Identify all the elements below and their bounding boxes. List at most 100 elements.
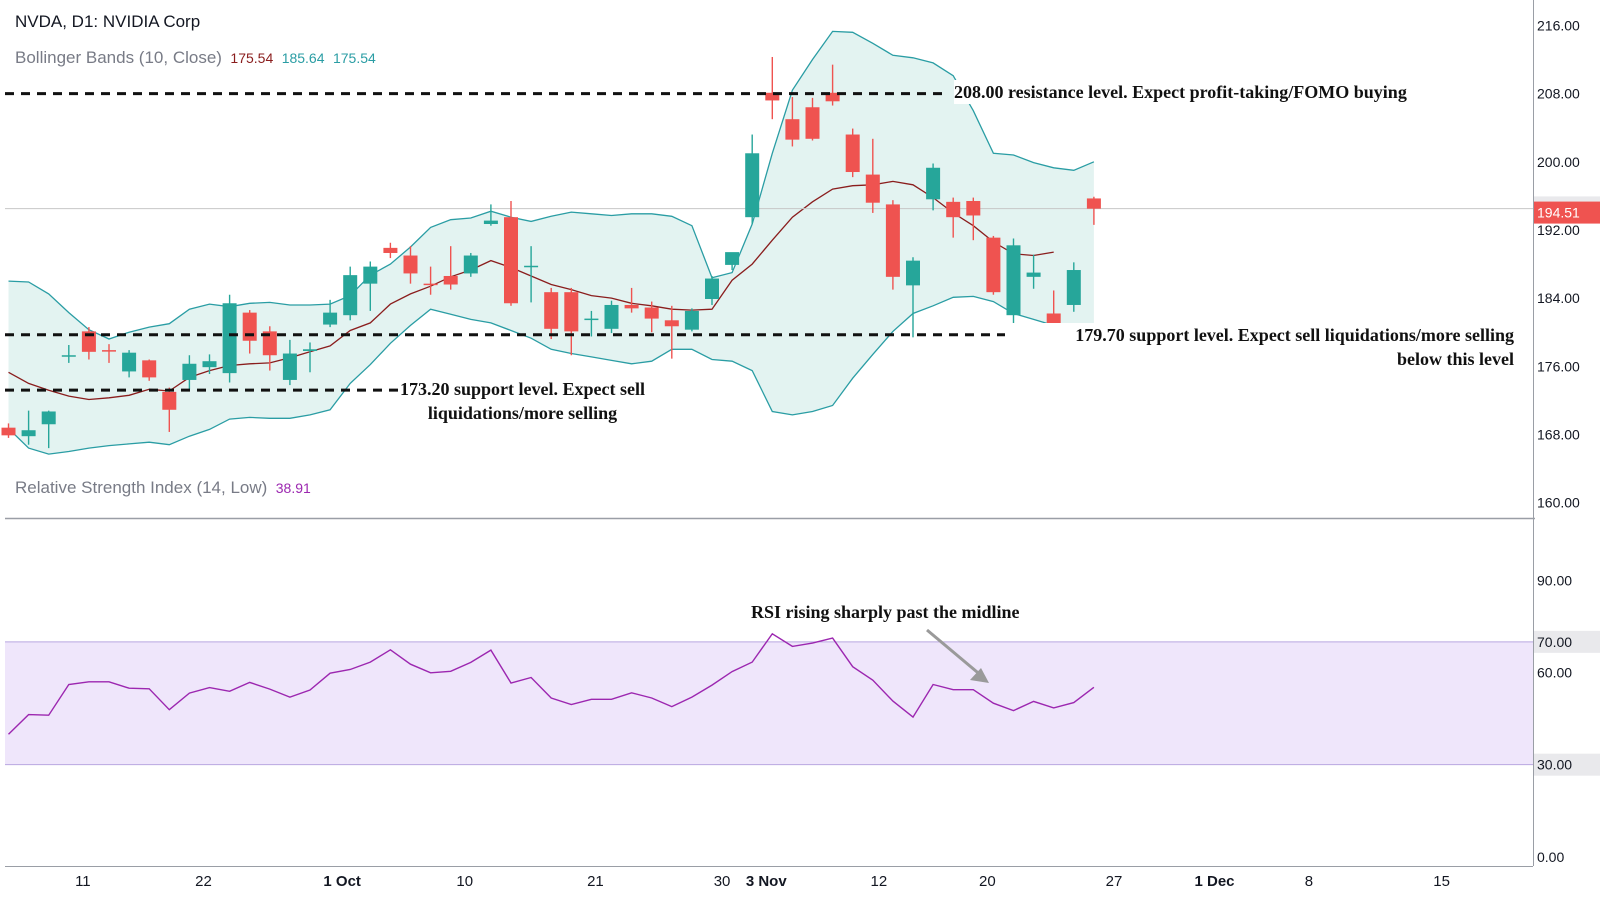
candle-body — [604, 304, 619, 329]
candle-2025-10-21 — [584, 310, 599, 337]
candle-2025-11-21 — [1046, 290, 1061, 328]
x-tick-label: 1 Dec — [1194, 873, 1234, 890]
candle-body — [765, 92, 780, 101]
x-axis[interactable]: 11 22 1 Oct 10 21 30 3 Nov 12 20 27 1 Dec 8 15 — [75, 873, 1450, 890]
candle-2025-10-22 — [604, 300, 619, 334]
candle-2025-09-22 — [202, 354, 217, 374]
last-price-label: 194.51 — [1537, 205, 1580, 221]
candle-body — [946, 201, 961, 218]
candle-2025-10-30 — [725, 252, 740, 271]
price-tick-label: 216.00 — [1537, 17, 1580, 33]
candle-body — [906, 260, 920, 286]
price-tick-label: 208.00 — [1537, 86, 1580, 102]
candle-body — [102, 350, 116, 352]
x-tick-label: 11 — [75, 873, 91, 890]
candle-2025-10-17 — [544, 287, 559, 340]
candle-body — [142, 360, 157, 378]
candle-body — [524, 265, 539, 268]
candle-body — [684, 310, 699, 330]
rsi-tick-label: 90.00 — [1537, 572, 1572, 588]
x-tick-label: 21 — [587, 873, 604, 890]
candle-2025-10-10 — [483, 204, 498, 226]
candle-body — [202, 361, 217, 368]
x-tick-label: 20 — [979, 873, 996, 890]
candle-body — [1006, 245, 1021, 316]
rsi-legend-label: Relative Strength Index (14, Low) — [15, 478, 268, 497]
candle-body — [383, 247, 398, 253]
last-price-badge — [1534, 201, 1600, 224]
candle-2025-09-16 — [122, 350, 137, 378]
price-tick-label: 200.00 — [1537, 154, 1580, 170]
candle-2025-11-18 — [986, 235, 1001, 295]
rsi-line — [8, 632, 1095, 735]
candle-2025-11-12 — [906, 257, 920, 338]
candle-body — [423, 283, 438, 286]
candle-body — [745, 153, 760, 218]
candle-body — [343, 275, 358, 316]
level-lines — [5, 92, 1005, 392]
candle-2025-10-08 — [443, 246, 458, 290]
candle-body — [21, 430, 36, 437]
candle-body — [725, 252, 740, 265]
candle-2025-09-08 — [1, 423, 16, 438]
rsi-tick-label: 30.00 — [1537, 757, 1572, 773]
candle-body — [504, 217, 518, 304]
candle-body — [81, 331, 96, 352]
candle-2025-10-13 — [504, 200, 518, 306]
candle-body — [966, 200, 981, 216]
candle-2025-10-06 — [403, 246, 418, 284]
rsi-legend: Relative Strength Index (14, Low) 38.91 — [15, 478, 311, 498]
candle-2025-11-10 — [865, 138, 880, 213]
candle-body — [323, 312, 338, 325]
candle-2025-11-03 — [765, 56, 780, 120]
support-173-line2: liquidations/more selling — [427, 403, 618, 423]
candle-body — [986, 237, 1001, 293]
candle-2025-09-15 — [102, 344, 116, 363]
y-axis[interactable]: 160.00 168.00 176.00 184.00 192.00 200.00 208.… — [1534, 17, 1600, 511]
support-179-line2: below this level — [1397, 349, 1514, 369]
rsi-y-axis[interactable]: 0.00 30.00 60.00 70.00 90.00 — [1534, 572, 1600, 865]
candle-body — [785, 119, 800, 140]
candle-body — [845, 134, 860, 173]
candle-body — [483, 220, 498, 225]
x-tick-label: 8 — [1305, 873, 1313, 890]
candle-body — [403, 255, 418, 274]
candle-2025-11-13 — [926, 163, 941, 211]
candle-2025-11-24 — [1066, 262, 1081, 312]
candle-2025-09-17 — [142, 359, 157, 381]
x-tick-label: 12 — [870, 873, 887, 890]
candle-2025-09-19 — [182, 355, 197, 390]
x-tick-label: 3 Nov — [746, 873, 788, 890]
support-173-annotation: 173.20 support level. Expect sell liquid… — [398, 377, 647, 425]
candle-body — [926, 167, 941, 200]
candle-2025-11-11 — [885, 200, 900, 290]
candle-2025-11-05 — [805, 97, 820, 141]
bollinger-legend: Bollinger Bands (10, Close) 175.54 185.6… — [15, 48, 376, 68]
x-tick-label: 22 — [195, 873, 212, 890]
candle-2025-09-09 — [21, 410, 36, 445]
candle-body — [1026, 272, 1041, 277]
price-tick-label: 192.00 — [1537, 222, 1580, 238]
candle-2025-09-12 — [81, 327, 96, 360]
bollinger-upper-line — [8, 30, 1095, 340]
candle-2025-10-28 — [684, 308, 699, 332]
candle-2025-11-19 — [1006, 238, 1021, 332]
rsi-tick-bg — [1534, 630, 1600, 653]
candle-2025-11-17 — [966, 197, 981, 241]
rsi-note-arrow — [926, 628, 984, 679]
bollinger-legend-label: Bollinger Bands (10, Close) — [15, 48, 222, 67]
candle-2025-09-23 — [222, 294, 237, 383]
support-173-line1: 173.20 support level. Expect sell — [400, 379, 645, 399]
candle-body — [162, 391, 177, 410]
x-tick-label: 27 — [1106, 873, 1123, 890]
price-tick-label: 168.00 — [1537, 426, 1580, 442]
rsi-annotation: RSI rising sharply past the midline — [751, 602, 1020, 622]
rsi-pane[interactable] — [5, 628, 1533, 766]
candle-body — [624, 304, 639, 309]
candle-body — [664, 320, 679, 327]
rsi-tick-label: 70.00 — [1537, 634, 1572, 650]
candle-2025-09-11 — [61, 345, 76, 363]
candle-body — [805, 107, 820, 139]
candle-2025-11-14 — [946, 197, 961, 238]
